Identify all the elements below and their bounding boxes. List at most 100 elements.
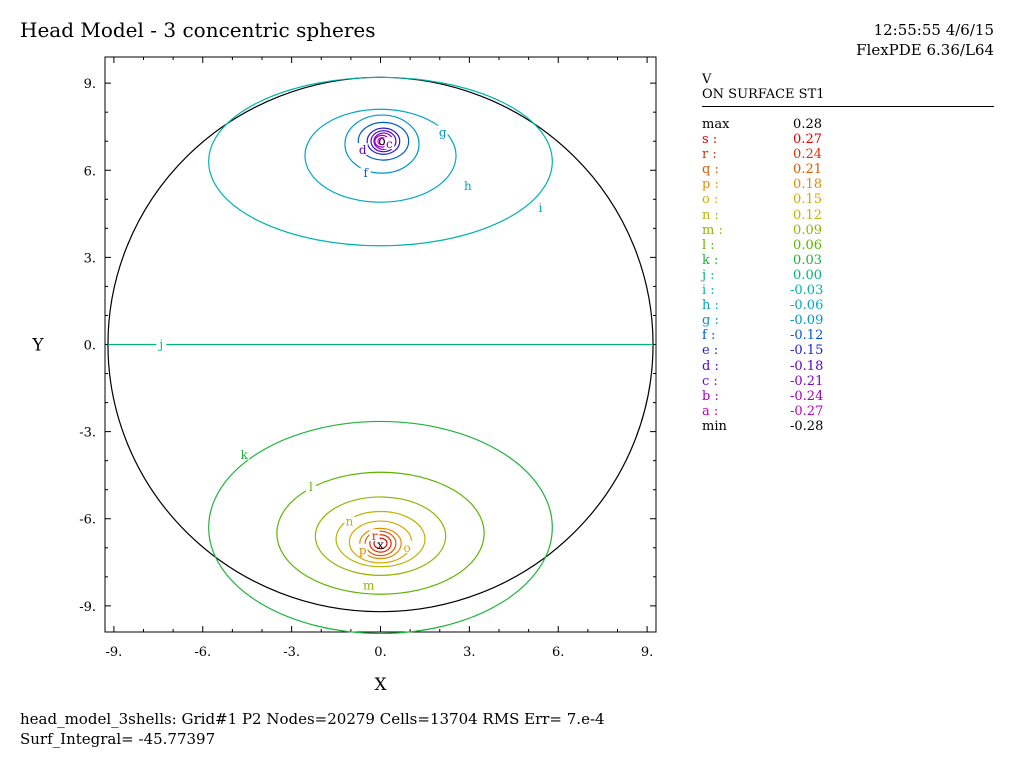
- footer-stats: head_model_3shells: Grid#1 P2 Nodes=2027…: [20, 710, 605, 728]
- contour-label-bg: [384, 137, 395, 150]
- legend-row: e : -0.15: [702, 343, 994, 358]
- legend-row: max 0.28: [702, 117, 994, 132]
- contour-line-r: [369, 534, 392, 553]
- y-tick-label: 9.: [84, 77, 96, 92]
- legend-row-label: j :: [702, 267, 715, 283]
- legend-row-label: i :: [702, 283, 715, 299]
- contour-line-k: [208, 420, 553, 635]
- x-tick-label: 6.: [552, 645, 564, 660]
- legend-row: c : -0.21: [702, 374, 994, 389]
- legend-divider: [702, 106, 994, 107]
- x-tick-label: 0.: [374, 645, 386, 660]
- legend-row-value: -0.21: [790, 373, 824, 389]
- legend-row-value: -0.28: [790, 418, 824, 434]
- contour-label: g: [439, 126, 447, 140]
- legend-row: l : 0.06: [702, 238, 994, 253]
- legend-row: r : 0.24: [702, 147, 994, 162]
- y-tick-label: 6.: [84, 164, 96, 179]
- x-tick-label: -9.: [105, 645, 122, 660]
- legend-row-label: d :: [702, 358, 719, 374]
- legend-row-label: b :: [702, 388, 719, 404]
- legend-rows: max 0.28 s : 0.27 r : 0.24 q : 0.21 p : 0.18 o : 0.…: [702, 117, 994, 434]
- contour-line-i: [208, 76, 553, 247]
- contour-label: l: [309, 480, 313, 494]
- contour-label-bg: [239, 447, 250, 460]
- legend-row-label: r :: [702, 147, 717, 163]
- legend-row: min -0.28: [702, 419, 994, 434]
- legend-row: b : -0.24: [702, 389, 994, 404]
- contour-line-p: [359, 527, 402, 560]
- contour-line-d: [370, 130, 397, 153]
- contour-line-e: [366, 127, 401, 155]
- legend-row-label: f :: [702, 328, 716, 344]
- legend-row-value: -0.15: [790, 343, 824, 359]
- contour-line-n: [335, 510, 426, 568]
- contour-line-l: [276, 471, 485, 595]
- contour-label: n: [346, 515, 354, 529]
- legend-row-label: l :: [702, 237, 715, 253]
- legend-row-label: p :: [702, 177, 719, 193]
- contour-line-g: [344, 114, 420, 174]
- legend-variable: V: [702, 72, 712, 87]
- legend-row-label: o :: [702, 192, 719, 208]
- legend-row-value: -0.03: [790, 283, 824, 299]
- footer: head_model_3shells: Grid#1 P2 Nodes=2027…: [20, 709, 605, 749]
- page-title: Head Model - 3 concentric spheres: [20, 18, 376, 42]
- legend-row-label: q :: [702, 162, 719, 178]
- timestamp-block: 12:55:55 4/6/15 FlexPDE 6.36/L64: [856, 20, 994, 60]
- contour-label: m: [363, 579, 375, 593]
- legend-row-label: e :: [702, 343, 719, 359]
- legend-row-label: h :: [702, 298, 719, 314]
- legend-row-label: n :: [702, 207, 719, 223]
- legend-row-label: m :: [702, 222, 723, 238]
- legend-surface: ON SURFACE ST1: [702, 87, 825, 102]
- legend: V ON SURFACE ST1 max 0.28 s :0.27 r :0.24 q …: [702, 72, 994, 434]
- legend-row-label: max: [702, 117, 730, 132]
- legend-row: q : 0.21: [702, 162, 994, 177]
- legend-row-value: 0.00: [793, 267, 822, 283]
- legend-row: n : 0.12: [702, 208, 994, 223]
- x-tick-label: -6.: [194, 645, 211, 660]
- contour-label-bg: [305, 479, 316, 492]
- contour-label-bg: [369, 529, 380, 542]
- contour-line-h: [304, 108, 457, 203]
- contour-line-s: [373, 537, 388, 550]
- legend-row-label: c :: [702, 373, 718, 389]
- legend-row-label: min: [702, 418, 727, 434]
- legend-row: p : 0.18: [702, 177, 994, 192]
- x-axis-label: X: [374, 675, 387, 695]
- contour-label-bg: [156, 337, 167, 350]
- contour-label: d: [359, 143, 367, 157]
- y-tick-label: -3.: [79, 426, 96, 441]
- contour-line-f: [357, 121, 410, 161]
- legend-row-value: 0.21: [793, 162, 822, 178]
- contour-label: i: [539, 201, 543, 215]
- y-tick-label: 3.: [84, 251, 96, 266]
- contour-label-bg: [462, 179, 473, 192]
- contour-label: j: [157, 338, 163, 352]
- y-axis-label: Y: [31, 336, 44, 356]
- contour-label-bg: [437, 125, 448, 138]
- contour-label: f: [363, 166, 369, 180]
- legend-row-label: g :: [702, 313, 719, 329]
- contour-label-bg: [363, 578, 374, 591]
- legend-row-value: 0.15: [793, 192, 822, 208]
- contour-label-bg: [357, 142, 368, 155]
- y-tick-label: -9.: [79, 600, 96, 615]
- contour-label: o: [404, 541, 411, 555]
- contour-label: r: [372, 529, 378, 543]
- legend-row-label: k :: [702, 252, 719, 268]
- legend-row-value: 0.03: [793, 252, 822, 268]
- legend-row: k : 0.03: [702, 253, 994, 268]
- legend-row: g : -0.09: [702, 313, 994, 328]
- legend-row: i : -0.03: [702, 283, 994, 298]
- extremum-marker: x: [377, 538, 384, 552]
- y-tick-label: 0.: [84, 339, 96, 354]
- contour-label: p: [359, 544, 367, 558]
- x-tick-label: -3.: [283, 645, 300, 660]
- legend-row-value: -0.27: [790, 403, 824, 419]
- extremum-marker: o: [378, 134, 385, 148]
- legend-row: o : 0.15: [702, 192, 994, 207]
- contour-label-bg: [357, 543, 368, 556]
